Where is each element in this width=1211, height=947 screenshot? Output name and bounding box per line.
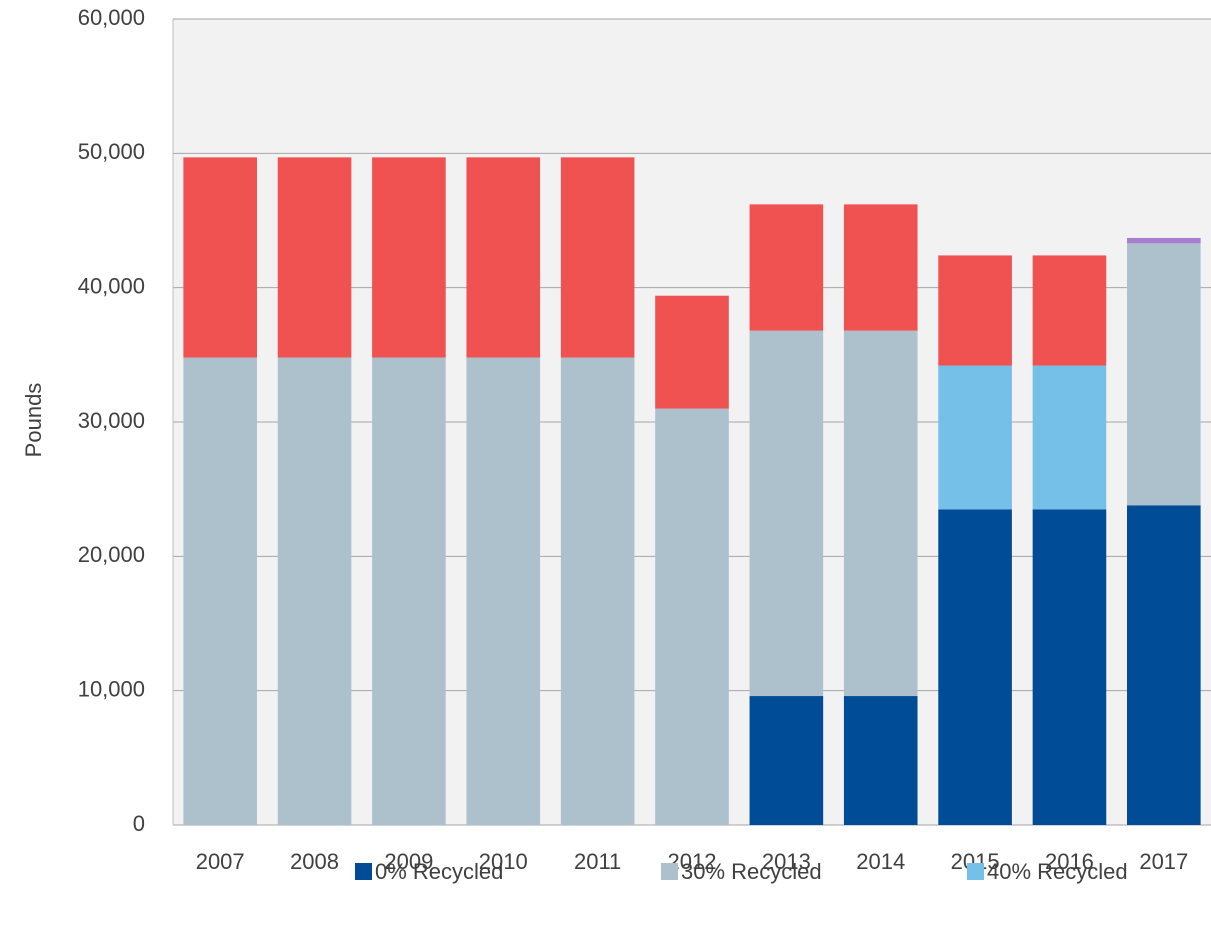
- x-tick-label: 2008: [290, 849, 339, 874]
- x-tick-label: 2007: [196, 849, 245, 874]
- bar-segment: [655, 295, 729, 409]
- legend-swatch: [967, 863, 984, 880]
- bar-segment: [843, 330, 918, 697]
- bar-segment: [277, 357, 352, 825]
- bar-segment: [372, 157, 446, 358]
- bar-segment: [183, 157, 257, 358]
- bar-segment: [372, 357, 446, 825]
- bar-segment: [560, 357, 635, 825]
- y-tick-label: 50,000: [78, 139, 145, 164]
- bar-segment: [1032, 255, 1107, 366]
- legend-label: 40% Recycled: [987, 859, 1128, 884]
- y-tick-label: 0: [133, 811, 145, 836]
- bar-segment: [560, 157, 635, 358]
- bar-segment: [938, 365, 1012, 510]
- x-tick-label: 2014: [856, 849, 905, 874]
- bar-segment: [277, 157, 352, 358]
- y-tick-label: 10,000: [78, 676, 145, 701]
- legend-swatch: [661, 863, 678, 880]
- y-tick-label: 30,000: [78, 408, 145, 433]
- legend-label: 30% Recycled: [681, 859, 822, 884]
- bar-segment: [843, 696, 918, 825]
- y-tick-label: 60,000: [78, 5, 145, 30]
- bar-segment: [655, 408, 729, 825]
- x-tick-label: 2009: [384, 849, 433, 874]
- y-axis-label: Pounds: [21, 383, 46, 458]
- bar-segment: [1032, 509, 1107, 825]
- y-tick-label: 20,000: [78, 542, 145, 567]
- bar-segment: [1127, 243, 1201, 506]
- bar-segment: [843, 204, 918, 331]
- bar-segment: [1032, 365, 1107, 510]
- legend-swatch: [355, 863, 372, 880]
- legend-label: 0% Recycled: [375, 859, 503, 884]
- bar-segment: [749, 696, 824, 825]
- x-tick-label: 2017: [1139, 849, 1188, 874]
- x-tick-label: 2010: [479, 849, 528, 874]
- bar-segment: [749, 330, 824, 697]
- bar-segment: [938, 255, 1012, 366]
- x-tick-label: 2016: [1045, 849, 1094, 874]
- bar-segment: [749, 204, 824, 331]
- bar-segment: [938, 509, 1012, 825]
- bar-segment: [183, 357, 257, 825]
- bar-segment: [466, 357, 541, 825]
- bar-segment: [466, 157, 541, 358]
- x-tick-label: 2011: [574, 849, 621, 874]
- bar-segment: [1127, 505, 1201, 825]
- x-tick-label: 2013: [762, 849, 811, 874]
- y-tick-label: 40,000: [78, 273, 145, 298]
- bar-segment: [1127, 237, 1201, 244]
